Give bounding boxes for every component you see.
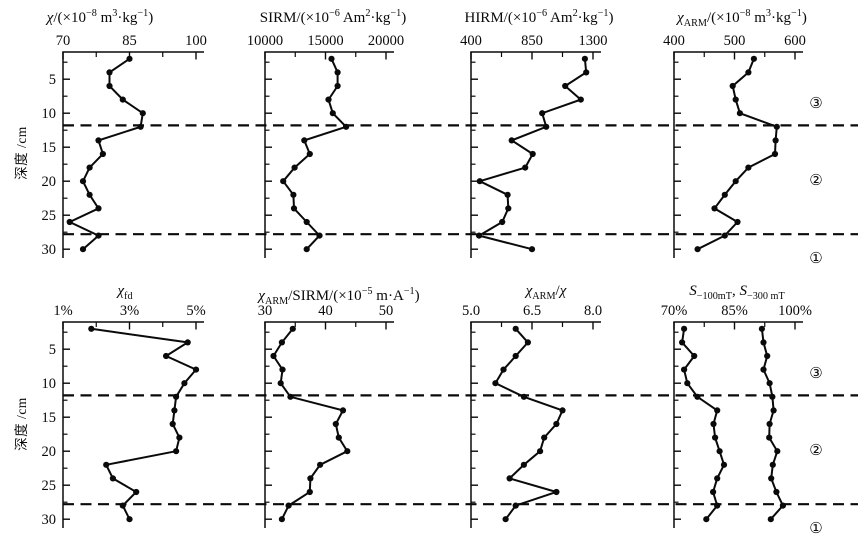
- svg-text:40: 40: [318, 303, 333, 319]
- svg-text:100%: 100%: [778, 303, 812, 319]
- svg-text:850: 850: [521, 33, 543, 49]
- panel-title-hirm: HIRM/(×10−6 Am2·kg−1): [464, 8, 614, 26]
- svg-text:20: 20: [42, 444, 57, 460]
- svg-text:70: 70: [56, 33, 71, 49]
- svg-text:25: 25: [42, 478, 57, 494]
- plot-chi-arm: 400 500 600: [663, 33, 806, 259]
- panel-title-chi-arm: χARM/(×10−8 m3·kg−1): [677, 8, 807, 29]
- panel-chi: χ/(×10−8 m3·kg−1) 70 85 100 5 10 15 20 25 30: [0, 0, 216, 270]
- panel-title-chi-fd: χfd: [117, 283, 133, 302]
- svg-text:20: 20: [42, 174, 57, 190]
- plot-chi: 70 85 100 5 10 15 20 25 30: [42, 33, 207, 258]
- svg-text:30: 30: [258, 303, 273, 319]
- plot-chi-arm-sirm-ratio: 30 40 50: [258, 303, 394, 529]
- svg-text:10: 10: [42, 106, 57, 122]
- svg-text:8.0: 8.0: [584, 303, 602, 319]
- svg-text:25: 25: [42, 208, 57, 224]
- svg-text:1300: 1300: [579, 33, 608, 49]
- svg-text:30: 30: [42, 512, 57, 528]
- svg-text:5: 5: [49, 342, 56, 358]
- svg-text:85: 85: [122, 33, 137, 49]
- svg-text:400: 400: [663, 33, 685, 49]
- svg-text:15: 15: [42, 410, 57, 426]
- panel-chi-arm: χARM/(×10−8 m3·kg−1) 400 500 600: [648, 0, 864, 270]
- panel-chi-fd: χfd 1% 3% 5% 5 10 15 20 25 30: [0, 270, 216, 540]
- svg-text:500: 500: [724, 33, 746, 49]
- svg-text:85%: 85%: [721, 303, 748, 319]
- svg-text:50: 50: [379, 303, 394, 319]
- plot-hirm: 400 850 1300: [460, 33, 608, 259]
- svg-text:20000: 20000: [368, 33, 404, 49]
- svg-text:15000: 15000: [307, 33, 343, 49]
- svg-text:3%: 3%: [120, 303, 139, 319]
- panel-title-s-ratios: S−100mT, S−300 mT: [689, 283, 785, 302]
- svg-text:5.0: 5.0: [462, 303, 480, 319]
- panel-title-chi-arm-chi-ratio: χARM/χ: [525, 283, 567, 302]
- panel-sirm: SIRM/(×10−6 Am2·kg−1) 10000 15000 20000: [216, 0, 432, 270]
- panel-hirm: HIRM/(×10−6 Am2·kg−1) 400 850 1300: [432, 0, 648, 270]
- svg-text:600: 600: [784, 33, 806, 49]
- panel-title-chi: χ/(×10−8 m3·kg−1): [46, 8, 154, 26]
- panel-title-chi-arm-sirm-ratio: χARM/SIRM/(×10−5 m·A−1): [258, 286, 420, 307]
- svg-text:5: 5: [49, 72, 56, 88]
- svg-text:5%: 5%: [186, 303, 205, 319]
- svg-text:100: 100: [185, 33, 207, 49]
- svg-text:10: 10: [42, 376, 57, 392]
- svg-text:30: 30: [42, 242, 57, 258]
- svg-text:70%: 70%: [661, 303, 688, 319]
- svg-text:1%: 1%: [53, 303, 72, 319]
- plot-sirm: 10000 15000 20000: [247, 33, 404, 259]
- svg-text:400: 400: [460, 33, 482, 49]
- svg-text:10000: 10000: [247, 33, 283, 49]
- plot-chi-fd: 1% 3% 5% 5 10 15 20 25 30: [42, 303, 206, 528]
- panel-chi-arm-sirm-ratio: χARM/SIRM/(×10−5 m·A−1) 30 40 50: [216, 270, 432, 540]
- panel-s-ratios: S−100mT, S−300 mT 70% 85% 100%: [648, 270, 864, 540]
- svg-text:15: 15: [42, 140, 57, 156]
- plot-s-ratios: 70% 85% 100%: [661, 303, 812, 529]
- panel-title-sirm: SIRM/(×10−6 Am2·kg−1): [259, 8, 407, 26]
- panel-chi-arm-chi-ratio: χARM/χ 5.0 6.5 8.0: [432, 270, 648, 540]
- svg-text:6.5: 6.5: [523, 303, 541, 319]
- plot-chi-arm-chi-ratio: 5.0 6.5 8.0: [462, 303, 602, 529]
